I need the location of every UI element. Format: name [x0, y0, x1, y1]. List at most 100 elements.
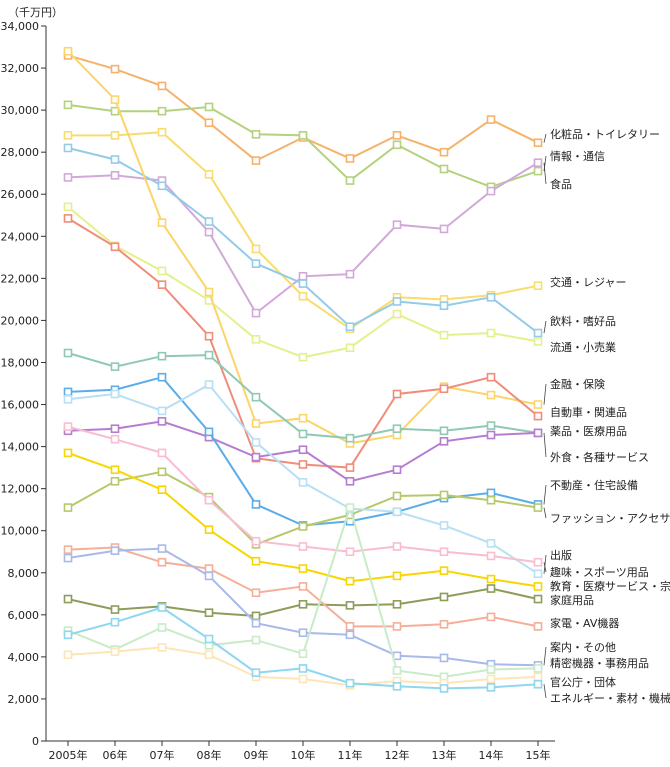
data-point	[486, 551, 496, 561]
data-point	[204, 525, 214, 534]
data-point	[533, 337, 543, 346]
x-tick-label: 2005年	[49, 748, 88, 762]
x-tick-label: 09年	[244, 748, 269, 762]
data-point	[439, 224, 449, 234]
series-label-leader	[543, 320, 547, 334]
series-9	[63, 348, 543, 443]
data-point	[298, 600, 308, 609]
y-tick-label: 2,000	[8, 693, 40, 706]
data-point	[486, 115, 496, 124]
x-tick-label: 12年	[385, 748, 410, 762]
series-label-layer: 化粧品・トイレタリー情報・通信食品交通・レジャー飲料・嗜好品流通・小売業金融・保…	[543, 127, 670, 705]
data-point	[486, 612, 496, 622]
data-point	[63, 422, 73, 431]
data-point	[157, 181, 167, 191]
data-point	[298, 664, 308, 673]
data-point	[157, 544, 167, 553]
data-point	[298, 542, 308, 551]
series-label: 出版	[550, 548, 572, 562]
data-point	[345, 630, 355, 640]
series-label: 官公庁・団体	[550, 675, 616, 689]
series-label: 外食・各種サービス	[550, 450, 649, 464]
data-point	[345, 601, 355, 610]
data-point	[392, 309, 402, 319]
series-label: 薬品・医療用品	[550, 424, 627, 438]
data-point	[298, 582, 308, 591]
data-point	[392, 507, 402, 517]
data-point	[110, 131, 120, 140]
data-point	[345, 433, 355, 443]
axes: 0 2,000 4,000 6,000 8,000 10,000 12,000 14,000 1…	[1, 20, 555, 762]
data-point	[110, 95, 120, 104]
data-point	[251, 419, 261, 428]
data-point	[486, 495, 496, 505]
data-point	[486, 674, 496, 684]
y-tick-label: 8,000	[8, 567, 40, 580]
data-point	[157, 81, 167, 91]
series-label: 自動車・関連品	[550, 405, 627, 419]
y-tick-label: 22,000	[1, 272, 40, 285]
series-18	[63, 544, 543, 670]
data-point	[392, 571, 402, 581]
data-point	[486, 390, 496, 400]
data-point	[392, 491, 402, 501]
data-point	[110, 155, 120, 164]
data-point	[439, 426, 449, 436]
data-point	[204, 427, 214, 437]
data-point	[204, 169, 214, 179]
data-point	[298, 131, 308, 140]
data-point	[533, 411, 543, 421]
data-point	[345, 622, 355, 631]
data-point	[298, 628, 308, 637]
data-point	[63, 173, 73, 182]
data-point	[110, 242, 120, 252]
y-tick-label: 20,000	[1, 314, 40, 327]
series-19	[63, 503, 543, 682]
series-layer	[63, 46, 543, 693]
x-tick-label: 14年	[479, 748, 504, 762]
x-tick-label: 13年	[432, 748, 457, 762]
data-point	[63, 100, 73, 110]
series-21	[63, 603, 543, 693]
data-point	[204, 227, 214, 237]
series-line	[67, 147, 539, 334]
series-label-leader	[543, 646, 547, 666]
data-point	[251, 130, 261, 139]
data-point	[392, 465, 402, 475]
data-point	[439, 521, 449, 530]
data-point	[486, 372, 496, 382]
y-tick-label: 34,000	[1, 20, 40, 33]
series-label: 趣味・スポーツ用品	[550, 565, 649, 579]
x-tick-label: 15年	[526, 748, 551, 762]
data-point	[533, 138, 543, 148]
data-point	[298, 522, 308, 531]
data-point	[204, 380, 214, 389]
data-point	[251, 618, 261, 628]
data-point	[63, 131, 73, 140]
data-point	[392, 622, 402, 631]
data-point	[345, 176, 355, 185]
data-point	[298, 460, 308, 469]
series-label: 家電・AV機器	[550, 616, 619, 630]
data-point	[204, 118, 214, 128]
data-point	[204, 495, 214, 505]
data-point	[439, 437, 449, 446]
series-label-leader	[543, 133, 547, 143]
data-point	[486, 421, 496, 430]
series-line	[67, 54, 539, 162]
data-point	[251, 500, 261, 509]
data-point	[533, 428, 543, 438]
data-point	[533, 664, 543, 673]
data-point	[345, 576, 355, 586]
data-point	[392, 220, 402, 230]
data-point	[345, 476, 355, 486]
data-point	[486, 539, 496, 548]
series-label: 精密機器・事務用品	[550, 656, 649, 670]
data-point	[533, 503, 543, 512]
series-8	[63, 214, 543, 472]
data-point	[298, 291, 308, 301]
data-point	[157, 280, 167, 289]
series-label-leader	[543, 432, 547, 458]
series-17	[63, 543, 543, 631]
data-point	[157, 417, 167, 426]
